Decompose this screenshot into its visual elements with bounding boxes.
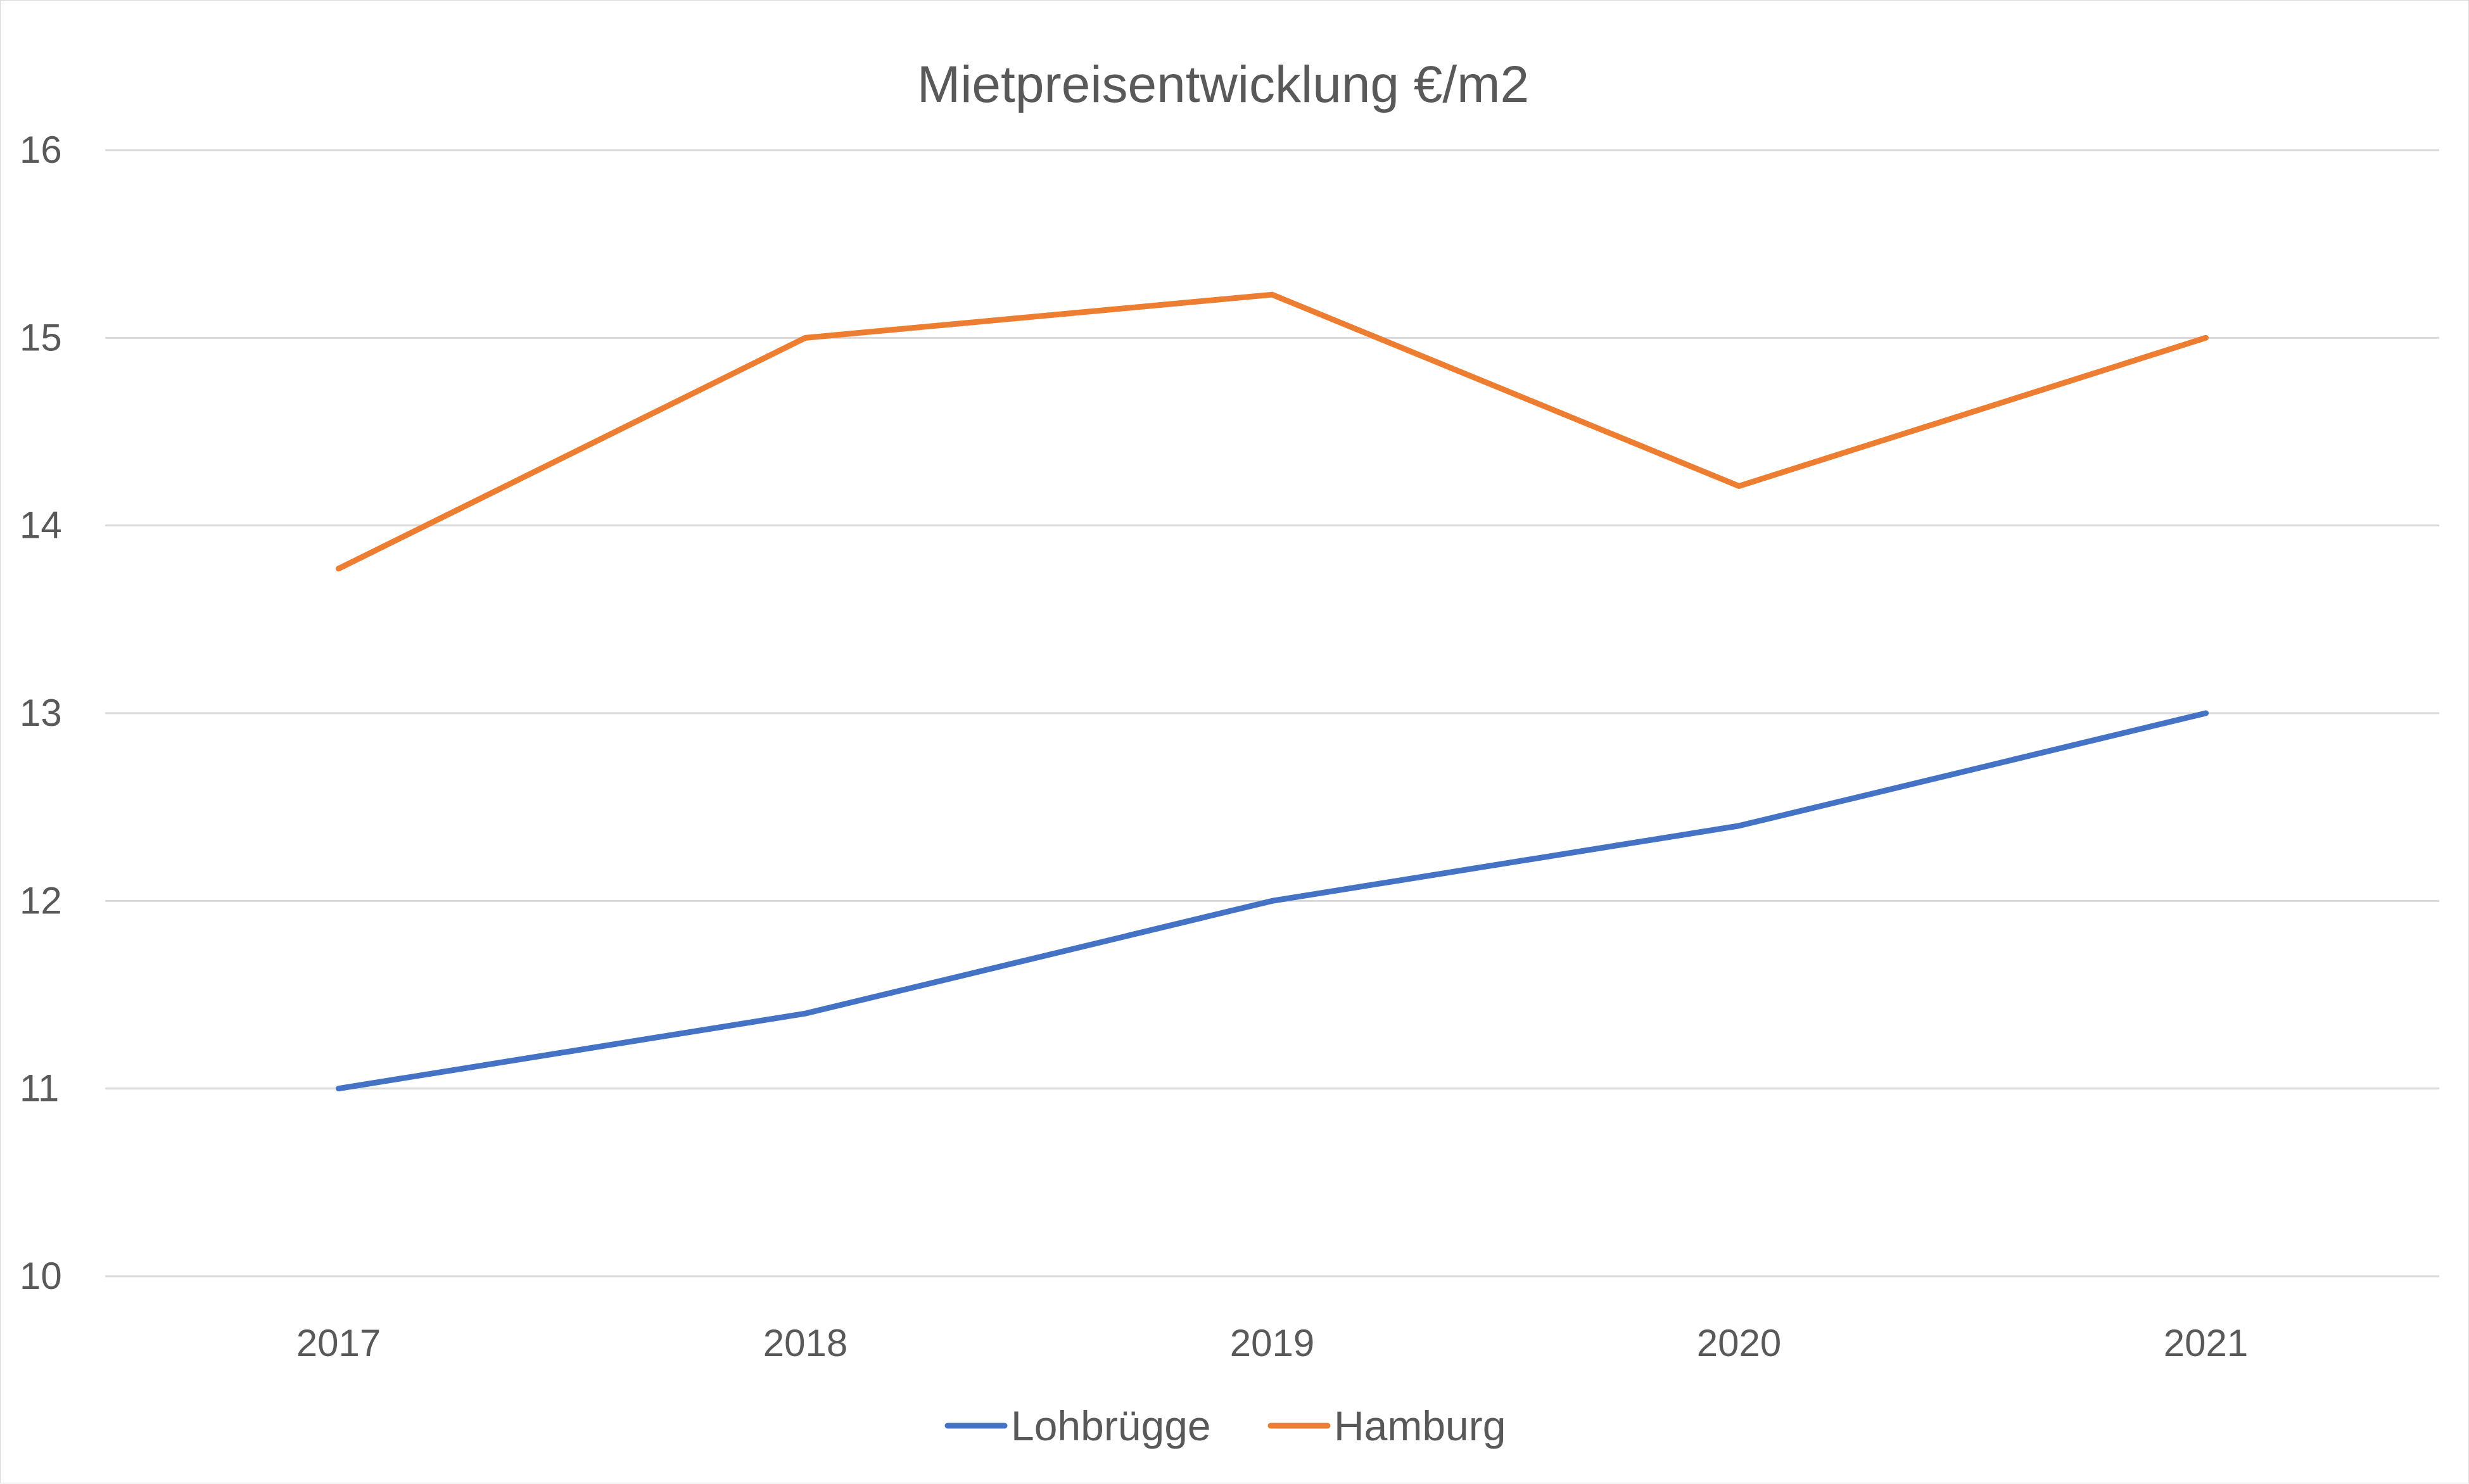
series-lines bbox=[336, 291, 2209, 1092]
y-tick-label: 10 bbox=[20, 1255, 62, 1297]
legend: Lohbrügge Hamburg bbox=[944, 1402, 1506, 1449]
y-tick-label: 14 bbox=[20, 504, 62, 547]
legend-label: Hamburg bbox=[1334, 1402, 1506, 1449]
legend-label: Lohbrügge bbox=[1011, 1402, 1211, 1449]
x-axis-tick-labels: 2017 2018 2019 2020 2021 bbox=[296, 1322, 2248, 1364]
x-tick-label: 2019 bbox=[1230, 1322, 1314, 1364]
x-tick-label: 2018 bbox=[763, 1322, 847, 1364]
y-tick-label: 12 bbox=[20, 879, 62, 922]
y-tick-label: 16 bbox=[20, 129, 62, 171]
y-axis-tick-labels: 10 11 12 13 14 15 16 bbox=[20, 129, 62, 1297]
y-tick-label: 15 bbox=[20, 316, 62, 358]
gridlines bbox=[105, 149, 2439, 1278]
series-line-hamburg bbox=[336, 291, 2209, 572]
chart-title: Mietpreisentwicklung €/m2 bbox=[917, 56, 1529, 113]
x-tick-label: 2021 bbox=[2164, 1322, 2248, 1364]
y-tick-label: 11 bbox=[20, 1067, 59, 1110]
y-tick-label: 13 bbox=[20, 692, 62, 734]
x-tick-label: 2020 bbox=[1697, 1322, 1781, 1364]
x-tick-label: 2017 bbox=[296, 1322, 381, 1364]
series-line-lohbr-gge bbox=[336, 710, 2209, 1092]
